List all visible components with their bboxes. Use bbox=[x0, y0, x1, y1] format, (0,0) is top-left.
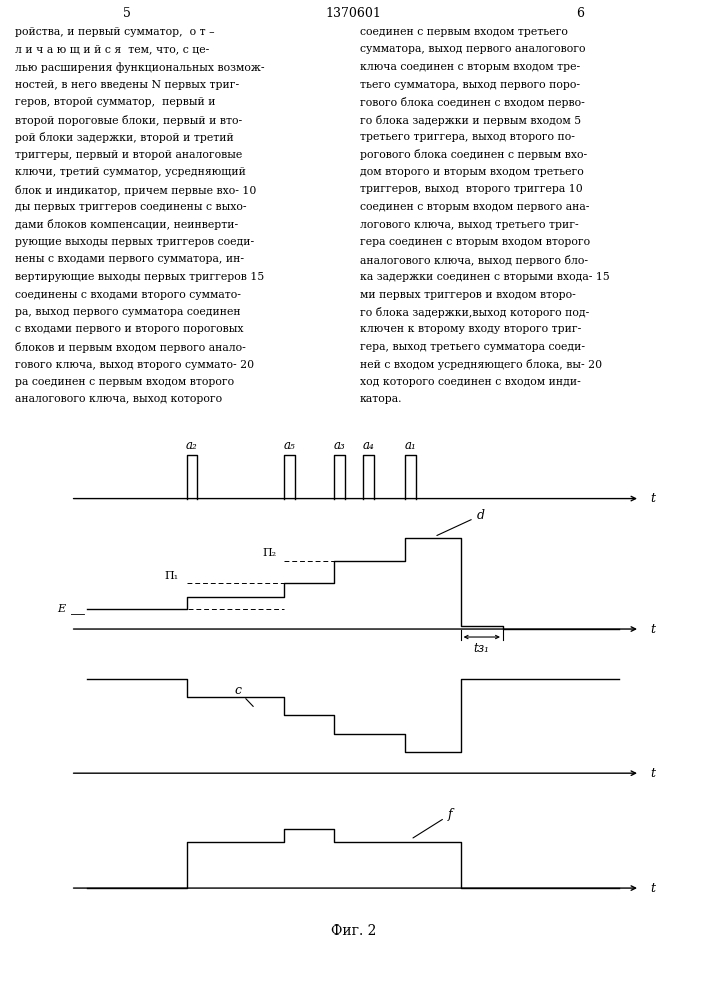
Text: a₄: a₄ bbox=[363, 439, 374, 452]
Text: гера, выход третьего сумматора соеди-: гера, выход третьего сумматора соеди- bbox=[360, 342, 585, 352]
Text: ройства, и первый сумматор,  о т –: ройства, и первый сумматор, о т – bbox=[15, 27, 215, 37]
Text: го блока задержки,выход которого под-: го блока задержки,выход которого под- bbox=[360, 307, 589, 318]
Text: t: t bbox=[650, 492, 655, 505]
Text: t: t bbox=[650, 767, 655, 780]
Text: дом второго и вторым входом третьего: дом второго и вторым входом третьего bbox=[360, 167, 584, 177]
Text: ход которого соединен с входом инди-: ход которого соединен с входом инди- bbox=[360, 377, 580, 387]
Text: рующие выходы первых триггеров соеди-: рующие выходы первых триггеров соеди- bbox=[15, 237, 254, 247]
Text: аналогового ключа, выход которого: аналогового ключа, выход которого bbox=[15, 394, 222, 404]
Text: ка задержки соединен с вторыми входа- 15: ка задержки соединен с вторыми входа- 15 bbox=[360, 272, 609, 282]
Text: вертирующие выходы первых триггеров 15: вертирующие выходы первых триггеров 15 bbox=[15, 272, 264, 282]
Text: третьего триггера, выход второго по-: третьего триггера, выход второго по- bbox=[360, 132, 575, 142]
Text: логового ключа, выход третьего триг-: логового ключа, выход третьего триг- bbox=[360, 220, 578, 230]
Text: блок и индикатор, причем первые вхо- 10: блок и индикатор, причем первые вхо- 10 bbox=[15, 184, 257, 196]
Text: л и ч а ю щ и й с я  тем, что, с це-: л и ч а ю щ и й с я тем, что, с це- bbox=[15, 44, 209, 54]
Text: второй пороговые блоки, первый и вто-: второй пороговые блоки, первый и вто- bbox=[15, 114, 242, 125]
Text: катора.: катора. bbox=[360, 394, 402, 404]
Text: аналогового ключа, выход первого бло-: аналогового ключа, выход первого бло- bbox=[360, 254, 588, 265]
Text: a₅: a₅ bbox=[284, 439, 296, 452]
Text: ключа соединен с вторым входом тре-: ключа соединен с вторым входом тре- bbox=[360, 62, 580, 72]
Text: с входами первого и второго пороговых: с входами первого и второго пороговых bbox=[15, 324, 243, 334]
Text: рой блоки задержки, второй и третий: рой блоки задержки, второй и третий bbox=[15, 132, 234, 143]
Text: П₂: П₂ bbox=[262, 548, 276, 558]
Text: 1370601: 1370601 bbox=[325, 7, 381, 20]
Text: a₃: a₃ bbox=[334, 439, 345, 452]
Text: 6: 6 bbox=[576, 7, 584, 20]
Text: соединен с вторым входом первого ана-: соединен с вторым входом первого ана- bbox=[360, 202, 590, 212]
Text: нены с входами первого сумматора, ин-: нены с входами первого сумматора, ин- bbox=[15, 254, 244, 264]
Text: c: c bbox=[234, 684, 253, 706]
Text: гера соединен с вторым входом второго: гера соединен с вторым входом второго bbox=[360, 237, 590, 247]
Text: Фиг. 2: Фиг. 2 bbox=[331, 924, 376, 938]
Text: t: t bbox=[650, 623, 655, 636]
Text: соединены с входами второго суммато-: соединены с входами второго суммато- bbox=[15, 290, 241, 300]
Text: блоков и первым входом первого анало-: блоков и первым входом первого анало- bbox=[15, 342, 246, 353]
Text: триггеров, выход  второго триггера 10: триггеров, выход второго триггера 10 bbox=[360, 184, 583, 194]
Text: 5: 5 bbox=[123, 7, 131, 20]
Text: ностей, в него введены N первых триг-: ностей, в него введены N первых триг- bbox=[15, 80, 239, 90]
Text: ра, выход первого сумматора соединен: ра, выход первого сумматора соединен bbox=[15, 307, 240, 317]
Text: f: f bbox=[413, 808, 452, 838]
Text: П₁: П₁ bbox=[165, 571, 179, 581]
Text: гового ключа, выход второго суммато- 20: гового ключа, выход второго суммато- 20 bbox=[15, 360, 254, 369]
Text: ключен к второму входу второго триг-: ключен к второму входу второго триг- bbox=[360, 324, 581, 334]
Text: ключи, третий сумматор, усредняющий: ключи, третий сумматор, усредняющий bbox=[15, 167, 246, 177]
Text: E: E bbox=[57, 604, 66, 614]
Text: геров, второй сумматор,  первый и: геров, второй сумматор, первый и bbox=[15, 97, 216, 107]
Text: рогового блока соединен с первым вхо-: рогового блока соединен с первым вхо- bbox=[360, 149, 587, 160]
Text: ней с входом усредняющего блока, вы- 20: ней с входом усредняющего блока, вы- 20 bbox=[360, 360, 602, 370]
Text: гового блока соединен с входом перво-: гового блока соединен с входом перво- bbox=[360, 97, 585, 108]
Text: a₁: a₁ bbox=[405, 439, 416, 452]
Text: тьего сумматора, выход первого поро-: тьего сумматора, выход первого поро- bbox=[360, 80, 580, 90]
Text: t: t bbox=[650, 882, 655, 895]
Text: лью расширения функциональных возмож-: лью расширения функциональных возмож- bbox=[15, 62, 264, 73]
Text: d: d bbox=[437, 509, 484, 536]
Text: дами блоков компенсации, неинверти-: дами блоков компенсации, неинверти- bbox=[15, 220, 238, 231]
Text: tз₁: tз₁ bbox=[474, 642, 490, 655]
Text: соединен с первым входом третьего: соединен с первым входом третьего bbox=[360, 27, 568, 37]
Text: го блока задержки и первым входом 5: го блока задержки и первым входом 5 bbox=[360, 114, 581, 125]
Text: a₂: a₂ bbox=[186, 439, 198, 452]
Text: сумматора, выход первого аналогового: сумматора, выход первого аналогового bbox=[360, 44, 585, 54]
Text: ра соединен с первым входом второго: ра соединен с первым входом второго bbox=[15, 377, 234, 387]
Text: триггеры, первый и второй аналоговые: триггеры, первый и второй аналоговые bbox=[15, 149, 243, 159]
Text: ми первых триггеров и входом второ-: ми первых триггеров и входом второ- bbox=[360, 290, 575, 300]
Text: ды первых триггеров соединены с выхо-: ды первых триггеров соединены с выхо- bbox=[15, 202, 247, 212]
